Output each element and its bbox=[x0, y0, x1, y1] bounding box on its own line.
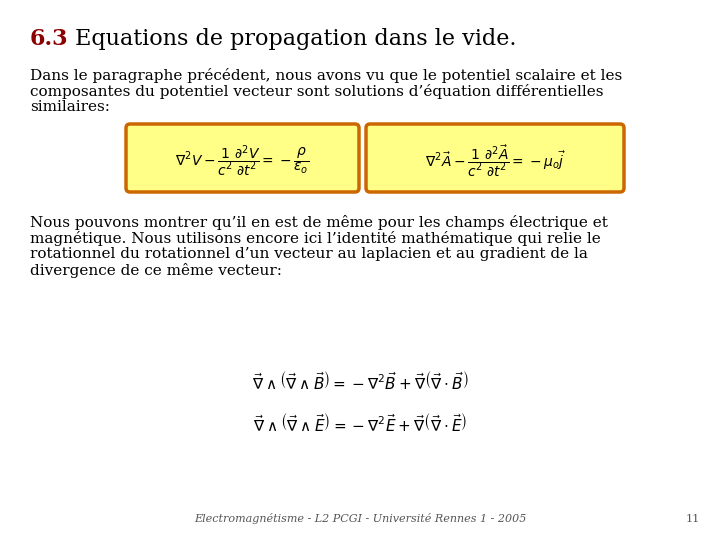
Text: $\vec{\nabla} \wedge \left(\vec{\nabla} \wedge \vec{E}\right) = -\nabla^2 \vec{E: $\vec{\nabla} \wedge \left(\vec{\nabla} … bbox=[253, 412, 467, 434]
Text: $\vec{\nabla} \wedge \left(\vec{\nabla} \wedge \vec{B}\right) = -\nabla^2 \vec{B: $\vec{\nabla} \wedge \left(\vec{\nabla} … bbox=[252, 370, 468, 392]
Text: divergence de ce même vecteur:: divergence de ce même vecteur: bbox=[30, 263, 282, 278]
Text: $\nabla^2 V - \dfrac{1}{c^2}\dfrac{\partial^2 V}{\partial t^2} = -\dfrac{\rho}{\: $\nabla^2 V - \dfrac{1}{c^2}\dfrac{\part… bbox=[176, 143, 310, 179]
Text: 6.3: 6.3 bbox=[30, 28, 68, 50]
Text: Nous pouvons montrer qu’il en est de même pour les champs électrique et: Nous pouvons montrer qu’il en est de mêm… bbox=[30, 215, 608, 230]
Text: magnétique. Nous utilisons encore ici l’identité mathématique qui relie le: magnétique. Nous utilisons encore ici l’… bbox=[30, 231, 600, 246]
Text: Equations de propagation dans le vide.: Equations de propagation dans le vide. bbox=[68, 28, 516, 50]
Text: rotationnel du rotationnel d’un vecteur au laplacien et au gradient de la: rotationnel du rotationnel d’un vecteur … bbox=[30, 247, 588, 261]
Text: composantes du potentiel vecteur sont solutions d’équation différentielles: composantes du potentiel vecteur sont so… bbox=[30, 84, 603, 99]
Text: Dans le paragraphe précédent, nous avons vu que le potentiel scalaire et les: Dans le paragraphe précédent, nous avons… bbox=[30, 68, 622, 83]
FancyBboxPatch shape bbox=[126, 124, 359, 192]
Text: 11: 11 bbox=[685, 514, 700, 524]
Text: $\nabla^2 \vec{A} - \dfrac{1}{c^2}\dfrac{\partial^2 \vec{A}}{\partial t^2} = -\m: $\nabla^2 \vec{A} - \dfrac{1}{c^2}\dfrac… bbox=[425, 143, 565, 179]
Text: similaires:: similaires: bbox=[30, 100, 110, 114]
Text: Electromagnétisme - L2 PCGI - Université Rennes 1 - 2005: Electromagnétisme - L2 PCGI - Université… bbox=[194, 513, 526, 524]
FancyBboxPatch shape bbox=[366, 124, 624, 192]
